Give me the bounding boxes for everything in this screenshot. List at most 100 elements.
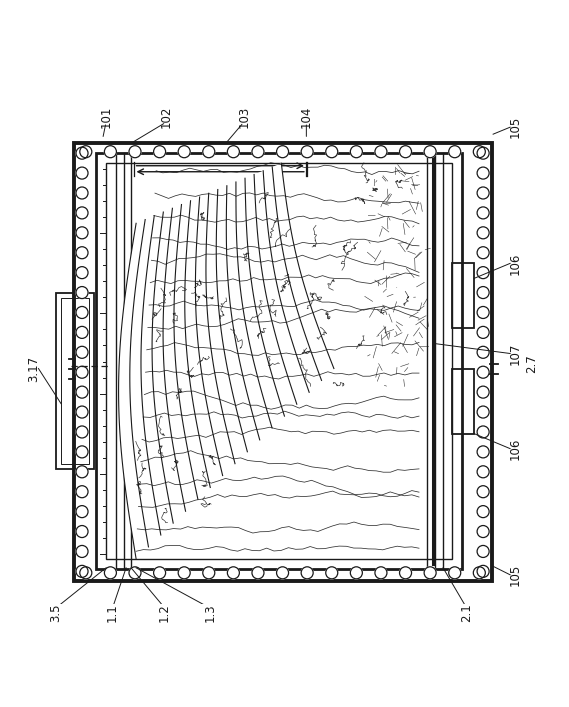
- Bar: [452, 264, 474, 329]
- Circle shape: [424, 567, 436, 579]
- Polygon shape: [245, 175, 297, 416]
- Circle shape: [477, 327, 489, 339]
- Circle shape: [203, 567, 215, 579]
- Circle shape: [228, 146, 240, 158]
- Circle shape: [449, 567, 461, 579]
- Text: 101: 101: [100, 106, 113, 129]
- Circle shape: [301, 567, 313, 579]
- Text: 1.3: 1.3: [203, 604, 216, 622]
- Circle shape: [76, 525, 88, 537]
- Bar: [73, 144, 492, 581]
- Text: 2.7: 2.7: [525, 354, 538, 373]
- Polygon shape: [226, 182, 272, 440]
- Circle shape: [375, 146, 387, 158]
- Text: 105: 105: [509, 563, 522, 586]
- Text: 3.17: 3.17: [27, 356, 40, 382]
- Polygon shape: [118, 220, 149, 559]
- Circle shape: [477, 525, 489, 537]
- Text: 103: 103: [237, 106, 250, 128]
- Circle shape: [477, 167, 489, 179]
- Circle shape: [76, 147, 88, 159]
- Circle shape: [477, 346, 489, 358]
- Circle shape: [477, 366, 489, 378]
- Polygon shape: [185, 197, 222, 487]
- Polygon shape: [272, 163, 334, 380]
- Polygon shape: [174, 201, 211, 499]
- Circle shape: [76, 267, 88, 279]
- Text: 1.2: 1.2: [158, 604, 171, 622]
- Circle shape: [477, 227, 489, 239]
- Circle shape: [277, 567, 288, 579]
- Circle shape: [76, 227, 88, 239]
- Text: 102: 102: [160, 106, 172, 129]
- Circle shape: [76, 366, 88, 378]
- Circle shape: [76, 545, 88, 557]
- Circle shape: [477, 286, 489, 298]
- Bar: [61, 298, 89, 464]
- Circle shape: [477, 207, 489, 219]
- Text: 105: 105: [509, 116, 522, 139]
- Circle shape: [76, 167, 88, 179]
- Polygon shape: [141, 212, 173, 535]
- Circle shape: [477, 406, 489, 418]
- Circle shape: [129, 567, 141, 579]
- Circle shape: [104, 567, 117, 579]
- Circle shape: [76, 327, 88, 339]
- Circle shape: [203, 146, 215, 158]
- Circle shape: [252, 146, 264, 158]
- Circle shape: [76, 446, 88, 458]
- Circle shape: [325, 146, 338, 158]
- Circle shape: [473, 146, 485, 158]
- Circle shape: [477, 486, 489, 498]
- Circle shape: [76, 406, 88, 418]
- Bar: [96, 153, 461, 569]
- Bar: [56, 293, 93, 469]
- Circle shape: [399, 567, 411, 579]
- Circle shape: [252, 567, 264, 579]
- Polygon shape: [163, 204, 198, 511]
- Polygon shape: [263, 167, 321, 392]
- Circle shape: [477, 306, 489, 318]
- Circle shape: [477, 545, 489, 557]
- Circle shape: [154, 567, 166, 579]
- Circle shape: [76, 486, 88, 498]
- Circle shape: [80, 146, 92, 158]
- Circle shape: [76, 426, 88, 438]
- Polygon shape: [152, 209, 185, 523]
- Circle shape: [477, 187, 489, 199]
- Circle shape: [76, 506, 88, 518]
- Circle shape: [477, 506, 489, 518]
- Text: 3.5: 3.5: [50, 604, 63, 622]
- Bar: [452, 368, 474, 433]
- Circle shape: [477, 247, 489, 259]
- Circle shape: [76, 286, 88, 298]
- Circle shape: [76, 466, 88, 478]
- Circle shape: [301, 146, 313, 158]
- Polygon shape: [130, 216, 161, 547]
- Circle shape: [76, 187, 88, 199]
- Text: 1.1: 1.1: [106, 604, 119, 622]
- Circle shape: [129, 146, 141, 158]
- Circle shape: [80, 567, 92, 579]
- Circle shape: [325, 567, 338, 579]
- Circle shape: [477, 466, 489, 478]
- Circle shape: [399, 146, 411, 158]
- Circle shape: [178, 146, 190, 158]
- Circle shape: [76, 207, 88, 219]
- Circle shape: [375, 567, 387, 579]
- Circle shape: [76, 386, 88, 398]
- Polygon shape: [195, 193, 235, 476]
- Polygon shape: [206, 189, 248, 464]
- Polygon shape: [236, 178, 284, 428]
- Circle shape: [449, 146, 461, 158]
- Circle shape: [477, 426, 489, 438]
- Circle shape: [477, 446, 489, 458]
- Polygon shape: [216, 186, 259, 452]
- Circle shape: [76, 306, 88, 318]
- Text: 106: 106: [509, 252, 522, 274]
- Circle shape: [477, 147, 489, 159]
- Circle shape: [477, 267, 489, 279]
- Circle shape: [228, 567, 240, 579]
- Circle shape: [473, 567, 485, 579]
- Circle shape: [477, 566, 489, 578]
